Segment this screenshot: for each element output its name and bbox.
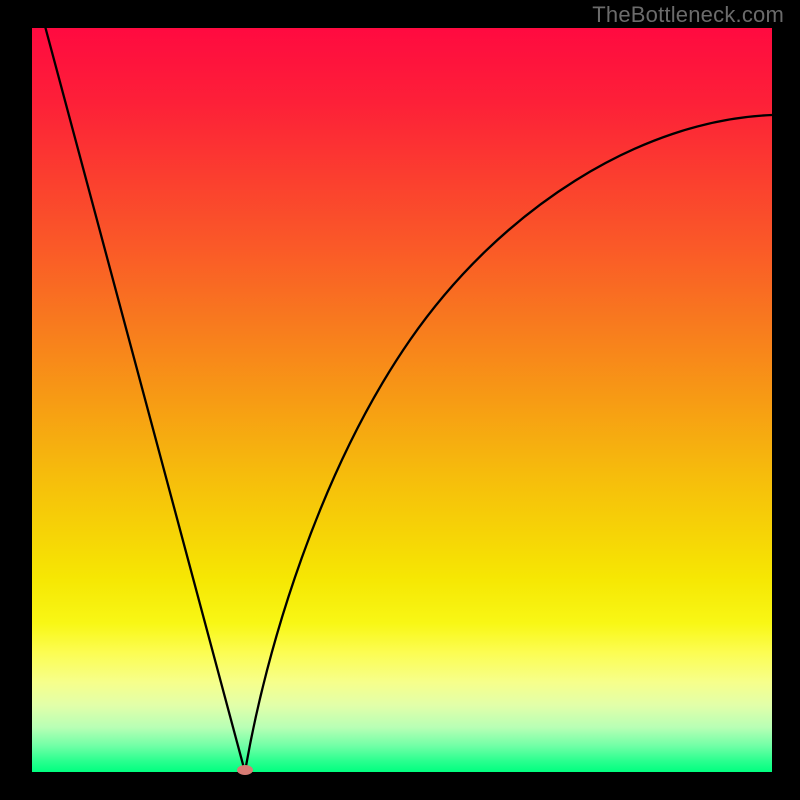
vertex-marker xyxy=(237,765,253,775)
chart-frame: TheBottleneck.com xyxy=(0,0,800,800)
curve-left-branch xyxy=(38,0,245,772)
curve-right-branch xyxy=(245,115,772,772)
bottleneck-curve xyxy=(0,0,800,800)
watermark-text: TheBottleneck.com xyxy=(592,2,784,28)
